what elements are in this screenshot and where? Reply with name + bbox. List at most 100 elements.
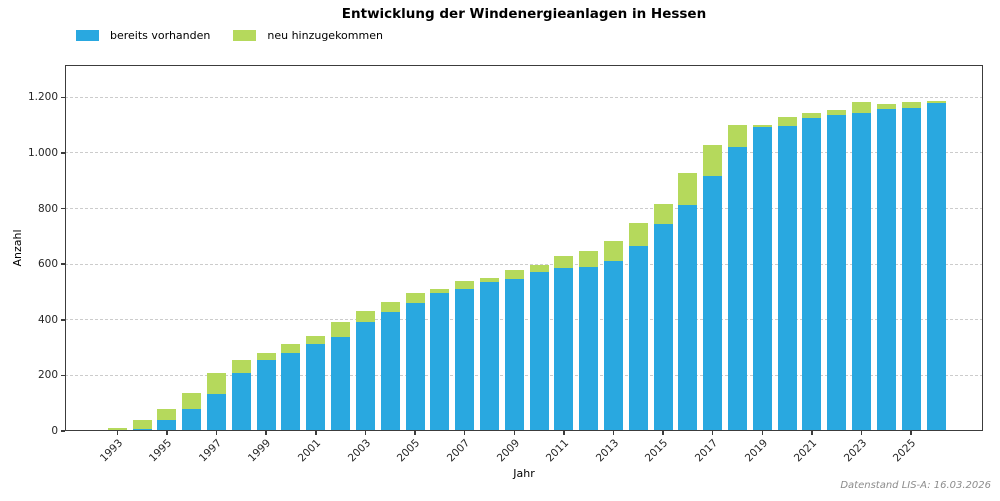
legend-swatch-bereits-vorhanden [76, 30, 99, 41]
x-tick-mark-2025 [910, 431, 912, 435]
bar-1998-bereits-vorhanden [231, 373, 251, 431]
legend-item-bereits-vorhanden: bereits vorhanden [76, 29, 210, 42]
y-tick-mark-400 [61, 319, 65, 321]
bar-2015-neu-hinzugekommen [653, 204, 673, 224]
bar-2010-neu-hinzugekommen [529, 264, 549, 272]
bar-2002-neu-hinzugekommen [331, 321, 351, 338]
x-tick-label-text-1999: 1999 [246, 437, 274, 465]
x-tick-mark-2005 [414, 431, 416, 435]
bar-2023-bereits-vorhanden [852, 112, 872, 431]
bar-2014-neu-hinzugekommen [628, 223, 648, 247]
y-tick-mark-200 [61, 374, 65, 377]
bar-2019-bereits-vorhanden [752, 126, 772, 431]
bar-1996-neu-hinzugekommen [182, 393, 202, 410]
bar-2024-neu-hinzugekommen [876, 104, 896, 110]
legend-item-neu-hinzugekommen: neu hinzugekommen [233, 29, 383, 42]
bar-2008-neu-hinzugekommen [479, 277, 499, 282]
legend: bereits vorhanden neu hinzugekommen [76, 29, 383, 42]
x-tick-mark-2009 [513, 431, 515, 435]
x-tick-mark-2017 [711, 431, 714, 435]
bar-2009-bereits-vorhanden [504, 279, 524, 431]
y-tick-label-1000: 1.000 [27, 146, 58, 159]
bar-2026-neu-hinzugekommen [926, 100, 946, 103]
legend-swatch-neu-hinzugekommen [233, 30, 257, 41]
x-tick-label-text-2015: 2015 [643, 437, 671, 465]
bar-2005-bereits-vorhanden [405, 302, 425, 431]
legend-label-neu-hinzugekommen: neu hinzugekommen [267, 29, 383, 42]
x-tick-mark-1997 [215, 431, 218, 435]
bar-2018-bereits-vorhanden [728, 147, 748, 431]
bar-2010-bereits-vorhanden [529, 271, 549, 431]
bar-1997-neu-hinzugekommen [207, 372, 227, 394]
bar-1994-neu-hinzugekommen [132, 420, 152, 429]
y-tick-label-0: 0 [51, 425, 58, 437]
gridline-y-1000 [65, 152, 983, 154]
bar-2006-bereits-vorhanden [430, 293, 450, 431]
x-tick-label-text-2023: 2023 [841, 437, 870, 465]
y-tick-label-400: 400 [37, 313, 58, 326]
x-tick-mark-1999 [265, 431, 267, 435]
bar-2001-neu-hinzugekommen [306, 336, 326, 345]
bar-2021-neu-hinzugekommen [802, 113, 822, 118]
bar-2020-bereits-vorhanden [777, 125, 797, 431]
bar-2020-neu-hinzugekommen [777, 117, 797, 126]
bar-1997-bereits-vorhanden [207, 393, 227, 431]
x-tick-label-text-2007: 2007 [444, 437, 473, 465]
gridline-y-600 [65, 263, 983, 265]
bar-2011-bereits-vorhanden [554, 268, 574, 431]
x-tick-label-text-2003: 2003 [345, 437, 373, 465]
y-axis-label: Anzahl [11, 229, 24, 267]
bar-2013-bereits-vorhanden [604, 260, 623, 431]
bar-2012-bereits-vorhanden [579, 266, 599, 431]
y-tick-mark-800 [61, 207, 65, 210]
x-tick-mark-2011 [563, 431, 565, 435]
x-tick-mark-2001 [315, 431, 317, 435]
bar-2009-neu-hinzugekommen [504, 270, 524, 280]
bar-2008-bereits-vorhanden [479, 281, 499, 431]
bar-2022-neu-hinzugekommen [827, 110, 847, 116]
bar-1995-neu-hinzugekommen [157, 408, 177, 421]
bar-2005-neu-hinzugekommen [405, 292, 425, 303]
bar-2018-neu-hinzugekommen [728, 124, 748, 148]
x-tick-label-text-1997: 1997 [196, 437, 225, 465]
x-tick-mark-2007 [463, 431, 466, 435]
gridline-y-800 [65, 208, 983, 210]
y-tick-mark-0 [61, 430, 65, 432]
bar-1994-bereits-vorhanden [132, 428, 152, 431]
bar-1993-neu-hinzugekommen [107, 428, 127, 431]
y-tick-mark-600 [61, 263, 65, 265]
bar-2016-bereits-vorhanden [678, 204, 698, 431]
bar-2007-bereits-vorhanden [455, 288, 475, 431]
bar-2003-bereits-vorhanden [355, 322, 375, 431]
x-tick-label-text-2011: 2011 [543, 437, 572, 465]
bar-2012-neu-hinzugekommen [579, 251, 599, 267]
y-tick-mark-1000 [61, 152, 65, 154]
x-tick-mark-2013 [612, 431, 615, 435]
x-tick-mark-2019 [761, 431, 764, 435]
y-tick-label-1200: 1.200 [27, 91, 58, 104]
y-tick-label-600: 600 [37, 258, 58, 271]
x-tick-label-text-2019: 2019 [742, 437, 770, 465]
x-tick-mark-2023 [860, 431, 863, 435]
gridline-y-1200 [65, 96, 983, 98]
bar-2016-neu-hinzugekommen [678, 172, 698, 205]
bar-2000-neu-hinzugekommen [281, 343, 301, 354]
x-tick-mark-2015 [662, 431, 664, 435]
gridline-y-400 [65, 319, 983, 321]
x-tick-label-text-2009: 2009 [494, 437, 522, 465]
y-tick-label-200: 200 [37, 369, 58, 382]
bar-1998-neu-hinzugekommen [231, 359, 251, 374]
bar-2004-neu-hinzugekommen [380, 301, 400, 312]
footnote-datenstand: Datenstand LIS-A: 16.03.2026 [840, 480, 991, 491]
bar-2003-neu-hinzugekommen [355, 311, 375, 322]
bar-2015-bereits-vorhanden [653, 223, 673, 431]
bar-1995-bereits-vorhanden [157, 420, 177, 431]
gridline-y-200 [65, 374, 983, 376]
x-axis-label: Jahr [513, 467, 535, 480]
legend-label-bereits-vorhanden: bereits vorhanden [110, 29, 211, 42]
bar-2002-bereits-vorhanden [331, 337, 351, 431]
bar-2019-neu-hinzugekommen [752, 125, 772, 127]
bar-2001-bereits-vorhanden [306, 344, 326, 431]
bar-2013-neu-hinzugekommen [604, 240, 623, 261]
